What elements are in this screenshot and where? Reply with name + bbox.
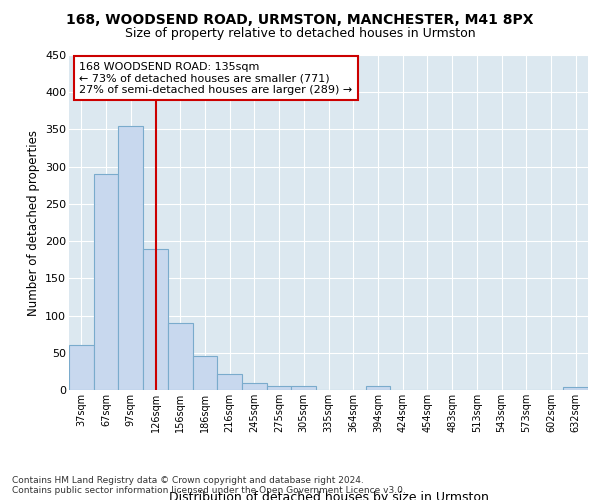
Text: Size of property relative to detached houses in Urmston: Size of property relative to detached ho…	[125, 28, 475, 40]
Bar	[267, 386, 292, 390]
Text: 168, WOODSEND ROAD, URMSTON, MANCHESTER, M41 8PX: 168, WOODSEND ROAD, URMSTON, MANCHESTER,…	[66, 12, 534, 26]
Bar	[168, 323, 193, 390]
Text: Contains HM Land Registry data © Crown copyright and database right 2024.
Contai: Contains HM Land Registry data © Crown c…	[12, 476, 406, 495]
Bar	[365, 386, 390, 390]
Bar	[143, 248, 168, 390]
Bar	[217, 374, 242, 390]
Bar	[242, 382, 267, 390]
X-axis label: Distribution of detached houses by size in Urmston: Distribution of detached houses by size …	[169, 490, 488, 500]
Text: 168 WOODSEND ROAD: 135sqm
← 73% of detached houses are smaller (771)
27% of semi: 168 WOODSEND ROAD: 135sqm ← 73% of detac…	[79, 62, 353, 95]
Bar	[69, 346, 94, 390]
Bar	[94, 174, 118, 390]
Bar	[292, 386, 316, 390]
Bar	[118, 126, 143, 390]
Bar	[563, 387, 588, 390]
Bar	[193, 356, 217, 390]
Y-axis label: Number of detached properties: Number of detached properties	[26, 130, 40, 316]
